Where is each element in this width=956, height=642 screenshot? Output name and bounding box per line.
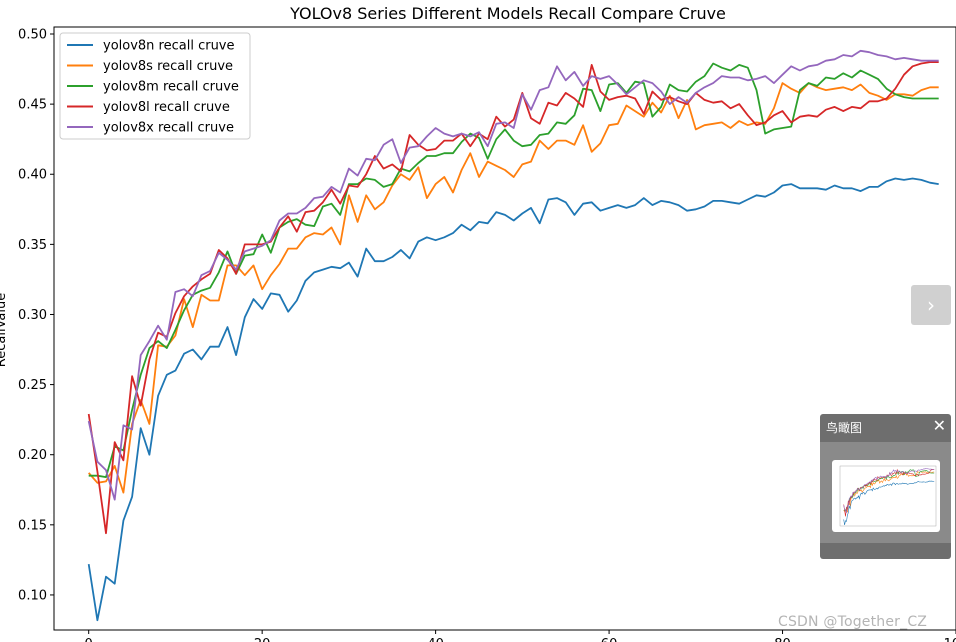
legend-box (59, 32, 251, 140)
legend: yolov8n recall cruve yolov8s recall cruve… (59, 32, 251, 140)
y-tick-label: 0.35 (18, 238, 47, 253)
y-tick-label: 0.10 (18, 588, 47, 603)
minimap-series-line-1 (843, 480, 935, 526)
y-tick-label: 0.15 (18, 518, 47, 533)
minimap-series-line-5 (843, 468, 935, 514)
y-tick-label: 0.40 (18, 168, 47, 183)
chart-title: YOLOv8 Series Different Models Recall Co… (289, 4, 726, 23)
x-tick-label: 100 (944, 637, 956, 642)
minimap-thumbnail[interactable] (832, 460, 940, 532)
x-tick-label: 40 (427, 637, 444, 642)
x-tick-label: 20 (254, 637, 271, 642)
y-tick-label: 0.25 (18, 378, 47, 393)
series-line-5 (87, 49, 939, 501)
minimap-title: 鸟瞰图 (826, 421, 863, 435)
minimap-axes-frame (839, 465, 937, 527)
axes-ticks: 0.10 0.15 0.20 0.25 0.30 0.35 0.40 0.45 0.50 0 20 4… (18, 28, 956, 642)
minimap-panel: 鸟瞰图 ✕ (820, 414, 951, 559)
legend-label: yolov8x recall cruve (103, 121, 234, 136)
y-tick-label: 0.50 (18, 28, 47, 43)
x-tick-label: 80 (774, 637, 791, 642)
minimap-viewport[interactable] (820, 442, 951, 543)
series-line-2 (88, 82, 939, 494)
x-tick-label: 0 (85, 637, 93, 642)
x-tick-label: 60 (601, 637, 618, 642)
series-lines (87, 49, 939, 622)
y-tick-label: 0.30 (18, 308, 47, 323)
legend-label: yolov8n recall cruve (103, 39, 235, 54)
close-icon[interactable]: ✕ (932, 416, 946, 435)
series-line-1 (87, 177, 939, 622)
legend-label: yolov8l recall cruve (103, 100, 230, 115)
axes-frame (53, 26, 956, 631)
minimap-series-line-2 (843, 471, 935, 513)
y-tick-label: 0.20 (18, 448, 47, 463)
y-tick-label: 0.45 (18, 98, 47, 113)
series-line-3 (88, 62, 939, 479)
legend-label: yolov8m recall cruve (103, 80, 239, 95)
watermark: CSDN @Together_CZ (778, 614, 928, 630)
next-image-button[interactable]: › (911, 285, 951, 325)
y-axis-label: RecallValue (0, 293, 9, 367)
legend-label: yolov8s recall cruve (103, 59, 233, 74)
minimap-thumbnail-chart (839, 465, 937, 527)
